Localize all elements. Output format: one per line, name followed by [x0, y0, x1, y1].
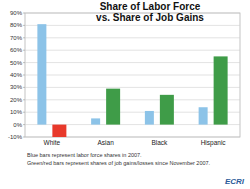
logo: ECRI [225, 177, 245, 186]
title: Share of Labor Forcevs. Share of Job Gai… [96, 1, 204, 23]
tick-label: 90% [10, 10, 23, 16]
bars [37, 24, 227, 137]
chart: -10% 0% 10% 20% 30% 40% 50% 60% 70% 80% 90% Share o… [0, 0, 250, 189]
category-label: White [44, 139, 61, 146]
tick-label: 50% [10, 60, 23, 66]
bar [145, 111, 154, 125]
tick-mark [23, 62, 25, 63]
tick-label: 20% [10, 97, 23, 103]
bar [91, 118, 100, 124]
plot-frame [25, 13, 240, 137]
bar [52, 125, 66, 137]
category-label: Asian [97, 139, 114, 146]
title-line: Share of Labor Force [100, 1, 201, 12]
tick-mark [23, 75, 25, 76]
category-label: Hispanic [201, 139, 227, 147]
grid-line [25, 37, 240, 38]
grid-line [25, 75, 240, 76]
grid-line [25, 99, 240, 100]
tick-label: 30% [10, 84, 23, 90]
category-label: Black [151, 139, 168, 146]
tick-mark [23, 99, 25, 100]
bar [199, 107, 208, 124]
tick-label: 80% [10, 22, 23, 28]
tick-label: 0% [13, 122, 22, 128]
tick-mark [23, 37, 25, 38]
grid-line [25, 87, 240, 88]
tick-mark [23, 25, 25, 26]
tick-mark [23, 137, 25, 138]
tick-label: -10% [8, 134, 23, 140]
tick-label: 10% [10, 109, 23, 115]
tick-label: 40% [10, 72, 23, 78]
title-line: vs. Share of Job Gains [96, 12, 204, 23]
bar [160, 95, 174, 125]
bar [106, 89, 120, 125]
annotation: Blue bars represent labor force shares i… [27, 152, 142, 158]
tick-label: 60% [10, 47, 23, 53]
grid-line [25, 50, 240, 51]
grid-line [25, 62, 240, 63]
tick-mark [23, 124, 25, 125]
tick-mark [23, 87, 25, 88]
tick-mark [23, 13, 25, 14]
tick-label: 70% [10, 35, 23, 41]
bar [214, 56, 228, 124]
tick-mark [23, 112, 25, 113]
grid-line [25, 25, 240, 26]
grid-line [25, 112, 240, 113]
tick-mark [23, 50, 25, 51]
bar [37, 24, 46, 124]
annotation: Green/red bars represent shares of job g… [27, 160, 211, 166]
